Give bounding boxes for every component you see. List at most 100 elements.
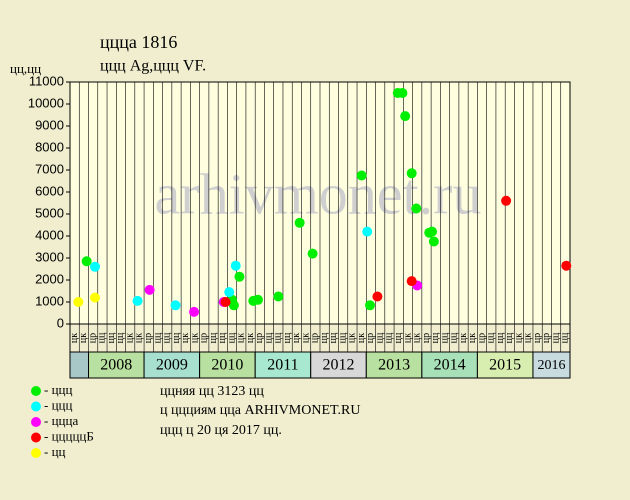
note: ццняя цц 3123 цц: [160, 384, 264, 399]
point: [73, 297, 84, 307]
x-tick-label: цк: [124, 333, 135, 343]
point: [228, 300, 239, 311]
point: [252, 294, 263, 305]
x-tick-label: цк: [356, 333, 367, 343]
x-tick-label: цр: [532, 333, 543, 343]
y-tick-label: 5000: [35, 205, 64, 220]
y-tick-label: 3000: [35, 249, 64, 264]
year-label: 2010: [211, 357, 243, 374]
point: [90, 261, 100, 272]
legend-label: - ццц: [44, 397, 72, 412]
x-tick-label: цр: [476, 333, 487, 343]
year-band: [88, 351, 145, 379]
x-tick-label: цц: [162, 332, 173, 343]
year-label: 2015: [489, 357, 521, 374]
x-tick-label: цр: [143, 333, 154, 343]
chart-subtitle: ццц Ag,ццц VF.: [100, 58, 206, 75]
legend-marker: [31, 417, 41, 427]
year-band: [69, 351, 90, 379]
x-tick-label: цк: [189, 333, 200, 343]
x-tick-label: цц: [152, 332, 163, 343]
y-axis-label: цц,цц: [10, 61, 41, 76]
x-tick-label: цц: [337, 332, 348, 343]
y-tick-label: 2000: [35, 271, 64, 286]
legend-marker: [31, 401, 41, 412]
y-tick-label: 10000: [28, 95, 64, 110]
y-tick-label: 6000: [35, 183, 64, 198]
legend-marker: [31, 432, 41, 443]
legend-label: - цц: [44, 444, 66, 459]
y-tick-label: 11000: [29, 73, 64, 88]
year-label: 2016: [537, 358, 565, 373]
point: [362, 226, 373, 237]
legend-label: - ццца: [44, 413, 78, 428]
x-tick-label: цц: [550, 332, 561, 343]
year-band: [421, 351, 478, 379]
x-tick-label: цр: [365, 333, 376, 343]
x-tick-label: цц: [171, 332, 182, 343]
x-tick-label: цц: [430, 332, 441, 343]
point: [561, 260, 572, 271]
point: [365, 300, 375, 311]
year-label: 2012: [323, 357, 355, 374]
x-tick-label: цц: [115, 332, 126, 343]
x-tick-label: цц: [226, 332, 237, 343]
year-band: [365, 351, 423, 379]
point: [189, 306, 200, 317]
x-tick-label: цр: [421, 333, 432, 343]
x-tick-label: цц: [273, 332, 284, 343]
x-tick-label: цк: [300, 333, 311, 343]
legend-marker: [31, 448, 41, 458]
point: [220, 297, 231, 307]
x-tick-label: цц: [263, 332, 274, 343]
x-tick-label: цц: [97, 332, 108, 343]
x-tick-label: цц: [560, 332, 571, 343]
x-tick-label: цк: [245, 333, 256, 343]
point: [372, 291, 383, 302]
x-tick-label: цц: [208, 332, 219, 343]
x-tick-label: цц: [374, 332, 385, 343]
legend-marker: [31, 386, 41, 396]
year-label: 2014: [434, 357, 466, 374]
year-band: [532, 351, 571, 379]
x-tick-label: цк: [523, 333, 534, 343]
point: [234, 271, 245, 282]
x-tick-label: цк: [412, 333, 423, 343]
year-label: 2009: [156, 357, 188, 374]
point: [273, 291, 284, 302]
x-tick-label: цр: [254, 333, 265, 343]
x-tick-label: цц: [393, 332, 404, 343]
point: [397, 88, 408, 98]
point: [307, 248, 318, 259]
year-band: [254, 351, 312, 379]
x-tick-label: цц: [282, 332, 293, 343]
x-tick-label: цк: [467, 333, 478, 343]
point: [224, 287, 235, 298]
point: [230, 260, 241, 271]
x-tick-label: цц: [486, 332, 497, 343]
y-tick-label: 0: [57, 315, 64, 330]
x-tick-label: цк: [347, 333, 358, 343]
x-tick-label: цк: [180, 333, 191, 343]
point: [427, 226, 438, 237]
point: [428, 236, 439, 247]
x-tick-label: цк: [134, 333, 145, 343]
chart-title: ццца 1816: [100, 32, 177, 52]
note: ццц ц 20 ця 2017 цц.: [160, 423, 282, 438]
point: [411, 203, 422, 214]
point: [400, 111, 411, 122]
point: [81, 256, 92, 267]
x-tick-label: цк: [69, 333, 80, 343]
point: [90, 292, 100, 303]
x-tick-label: цр: [310, 333, 321, 343]
x-tick-label: цр: [541, 333, 552, 343]
x-tick-label: цк: [78, 333, 89, 343]
x-tick-label: цц: [106, 332, 117, 343]
y-tick-label: 7000: [35, 161, 64, 176]
x-tick-label: цц: [217, 332, 228, 343]
x-tick-label: цр: [87, 333, 98, 343]
point: [356, 170, 367, 181]
legend-label: - цццццБ: [44, 428, 94, 443]
point: [294, 217, 305, 228]
year-label: 2008: [100, 357, 132, 374]
